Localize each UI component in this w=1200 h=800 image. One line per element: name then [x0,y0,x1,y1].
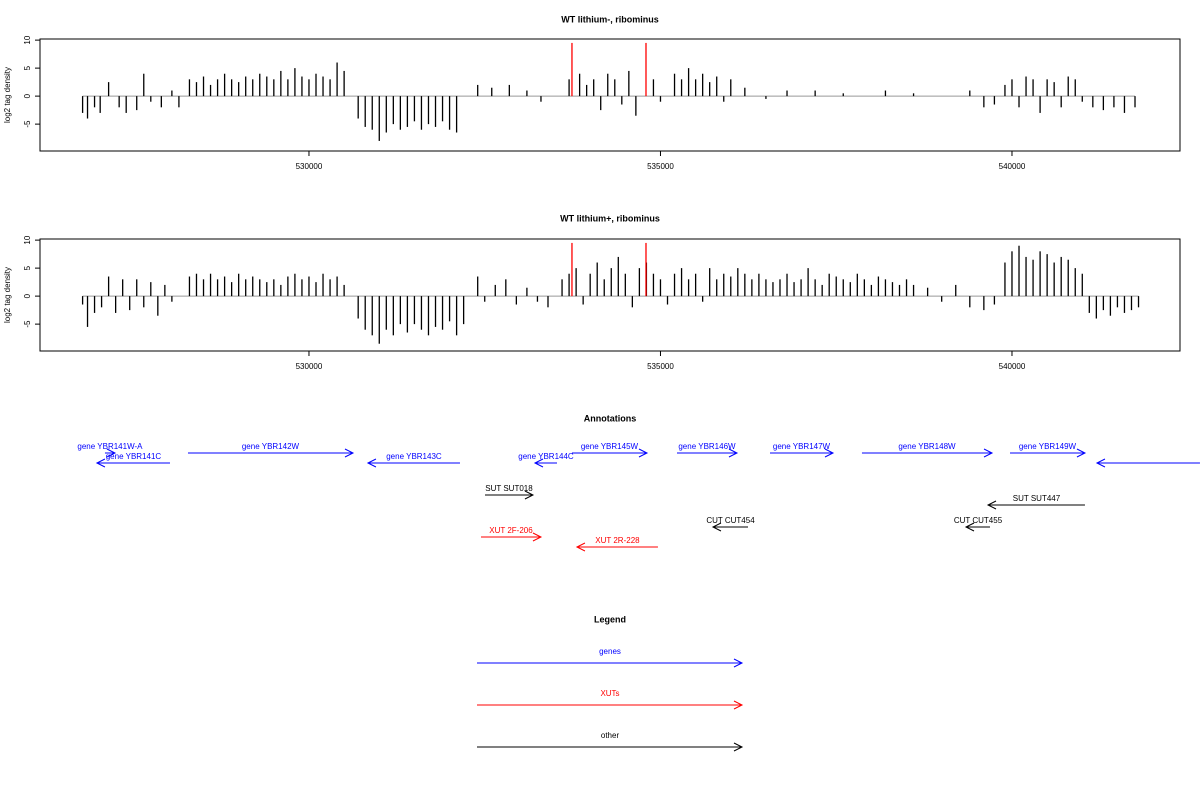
arrow-head [728,448,739,458]
y-axis-label: log2 tag density [3,267,12,323]
x-tick-label: 540000 [999,362,1026,371]
chart-title: WT lithium-, ribominus [561,14,659,24]
x-tick-label: 535000 [647,162,674,171]
feature-arrow [187,448,355,458]
x-tick-label: 530000 [296,162,323,171]
feature-label: gene YBR147W [773,442,831,451]
arrow-head [524,490,535,500]
arrow-head [733,658,744,668]
legend-arrow [477,742,744,752]
arrow-head [95,458,106,468]
feature-label: XUT 2R-228 [595,536,640,545]
arrow-head [1095,458,1106,468]
arrow-head [638,448,649,458]
feature-label: CUT CUT454 [706,516,755,525]
chart-title: WT lithium+, ribominus [560,213,660,223]
legend-title: Legend [594,614,626,624]
arrow-head [986,500,997,510]
feature-label: SUT SUT018 [485,484,533,493]
y-tick-label: 10 [23,235,32,244]
annotations-title: Annotations [584,413,637,423]
feature-arrow [104,448,117,458]
feature-arrow [986,500,1085,510]
feature-label: CUT CUT455 [954,516,1003,525]
plot-frame [39,38,1181,152]
y-tick-label: -5 [23,320,32,328]
feature-label: gene YBR141C [106,452,162,461]
feature-label: gene YBR143C [386,452,442,461]
feature-label: SUT SUT447 [1013,494,1061,503]
feature-arrow [1010,448,1087,458]
y-tick-label: 10 [23,35,32,44]
legend-arrow [477,658,744,668]
legend-arrow [477,700,744,710]
feature-arrow [711,522,749,532]
feature-arrow [861,448,994,458]
legend-label: genes [599,647,621,656]
arrow-head [366,458,377,468]
arrow-head [575,542,586,552]
feature-label: XUT 2F-206 [489,526,533,535]
feature-arrow [366,458,460,468]
arrow-head [1076,448,1087,458]
arrow-head [733,700,744,710]
arrow-head [733,742,744,752]
legend-label: other [601,731,620,740]
arrow-head [824,448,835,458]
legend-label: XUTs [600,689,619,698]
feature-arrow [964,522,990,532]
feature-label: gene YBR148W [898,442,956,451]
feature-label: gene YBR146W [678,442,736,451]
feature-label: gene YBR145W [581,442,639,451]
y-tick-label: 5 [23,65,32,70]
feature-arrow [1095,458,1200,468]
feature-label: gene YBR144C [518,452,574,461]
feature-arrow [770,448,835,458]
feature-arrow [676,448,739,458]
feature-label: gene YBR142W [242,442,300,451]
arrow-head [711,522,722,532]
arrow-head [964,522,975,532]
x-tick-label: 535000 [647,362,674,371]
feature-arrow [480,532,543,542]
feature-arrow [571,448,649,458]
y-tick-label: -5 [23,120,32,128]
feature-arrow [575,542,658,552]
feature-label: gene YBR149W [1019,442,1077,451]
arrow-head [983,448,994,458]
y-tick-label: 0 [23,293,32,298]
arrow-head [533,458,544,468]
feature-arrow [533,458,557,468]
feature-label: gene YBR141W-A [77,442,143,451]
x-tick-label: 540000 [999,162,1026,171]
plot-frame [39,238,1181,352]
arrow-head [532,532,543,542]
y-axis-label: log2 tag density [3,67,12,123]
arrow-head [344,448,355,458]
y-tick-label: 0 [23,93,32,98]
feature-arrow [485,490,535,500]
y-tick-label: 5 [23,265,32,270]
x-tick-label: 530000 [296,362,323,371]
arrow-head [106,448,117,458]
feature-arrow [95,458,170,468]
